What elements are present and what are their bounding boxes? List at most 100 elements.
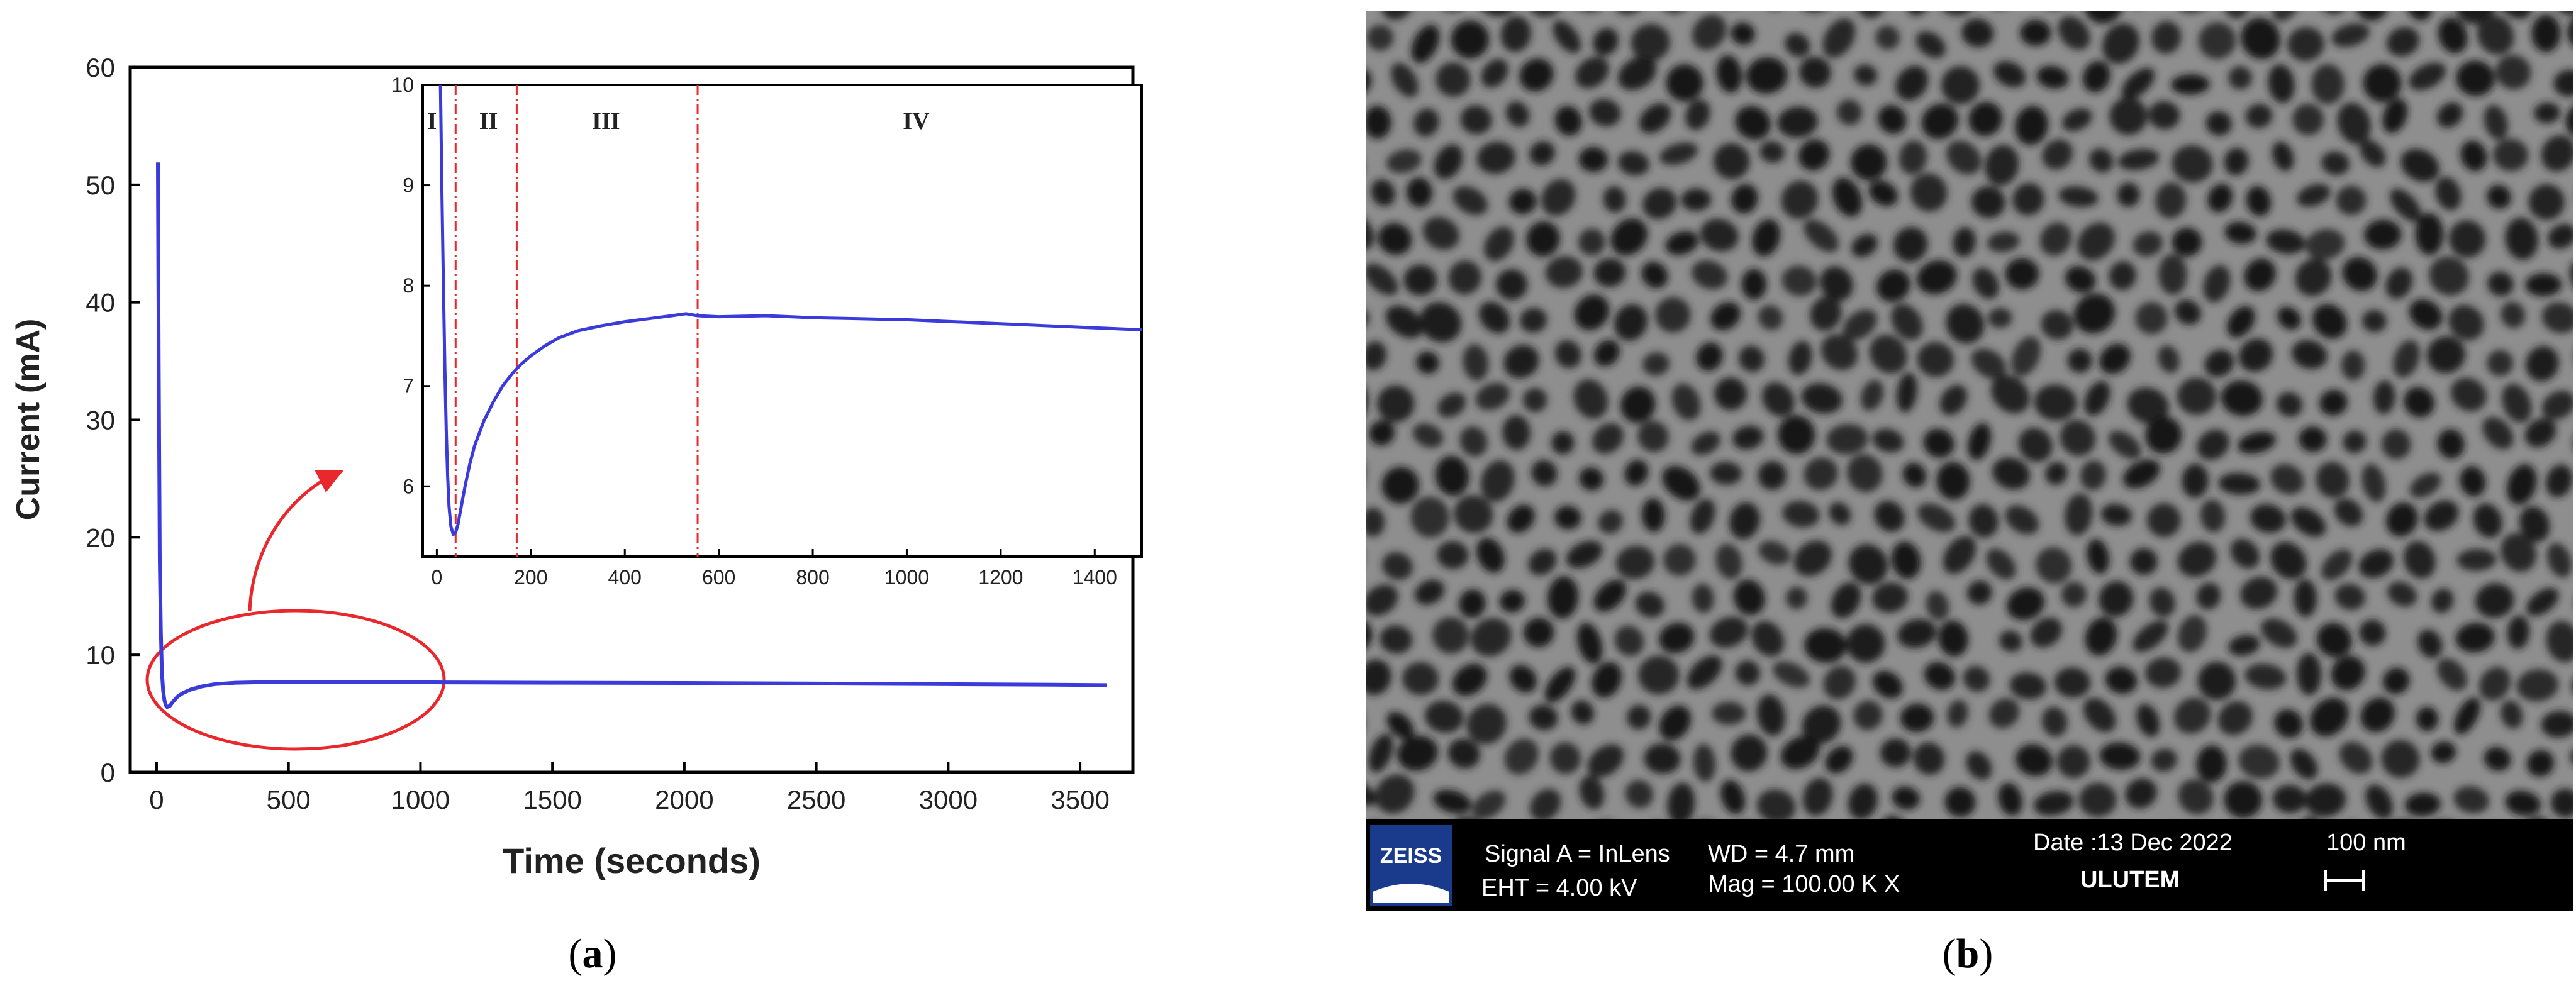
sem-pore (1785, 33, 1810, 57)
sem-pore (2519, 506, 2550, 542)
sem-pore (2118, 148, 2160, 170)
sem-signal: Signal A = InLens (1485, 841, 1670, 867)
sem-pore (2409, 472, 2441, 498)
sem-pore (2079, 782, 2117, 817)
sem-pore (2228, 66, 2252, 90)
sem-pore (2453, 786, 2490, 814)
sem-pore (2409, 299, 2443, 330)
sem-pore (2246, 186, 2272, 217)
sem-pore (2331, 655, 2365, 691)
x-tick-label: 3500 (1051, 785, 1109, 814)
sem-pore (1985, 145, 2019, 186)
sem-pore (1897, 619, 1937, 648)
sem-pore (2261, 618, 2297, 648)
sem-pore (1993, 61, 2026, 87)
sem-pore (2133, 231, 2163, 257)
sem-pore (1377, 385, 1415, 423)
sem-pore (1448, 260, 1481, 295)
sem-pore (1837, 99, 1862, 126)
sem-pore (1403, 264, 1437, 296)
sem-pore (1752, 219, 1781, 257)
region-label: I (428, 108, 437, 135)
sem-pore (2331, 23, 2370, 47)
sem-pore (2390, 188, 2421, 222)
sem-pore (1782, 501, 1820, 528)
sem-pore (1876, 269, 1910, 303)
sem-pore (1432, 617, 1469, 654)
panel-label-b: (b) (1943, 931, 1993, 977)
sem-pore (2355, 11, 2389, 21)
sem-pore (2065, 493, 2093, 536)
sem-pore (1820, 334, 1858, 370)
sem-pore (1406, 177, 1432, 208)
sem-pore (1575, 57, 1609, 89)
sem-pore (2197, 662, 2236, 701)
sem-pore (2127, 387, 2169, 424)
sem-pore (1639, 103, 1671, 133)
sem-pore (1758, 461, 1787, 490)
inset-x-tick-label: 1400 (1073, 566, 1117, 589)
sem-pore (2124, 0, 2152, 10)
sem-pore (1366, 659, 1391, 696)
sem-pore (1971, 186, 2005, 218)
sem-pore (1968, 101, 2003, 136)
sem-pore (2409, 62, 2446, 91)
sem-pore (1366, 508, 1385, 537)
sem-pore (1397, 735, 1438, 771)
sem-pore (1435, 455, 1469, 496)
sem-pore (1941, 66, 1980, 104)
y-axis: 0 10 20 30 40 50 60 (86, 53, 140, 787)
sem-pore (1573, 379, 1609, 419)
sem-pore (2033, 791, 2074, 816)
sem-pore (1593, 258, 1626, 287)
x-tick-label: 500 (267, 785, 311, 814)
sem-pore (1571, 700, 1594, 725)
sem-pore (2294, 579, 2317, 618)
sem-pore (1459, 589, 1486, 618)
sem-pore (2381, 429, 2411, 460)
sem-pore (1667, 782, 1695, 819)
inset-x-tick-label: 1000 (884, 566, 929, 589)
sem-pore (2272, 11, 2301, 21)
sem-pore (1804, 628, 1847, 663)
sem-pore (2505, 791, 2541, 816)
sem-pore (2065, 265, 2096, 293)
sem-pore (2155, 182, 2187, 219)
panel-label-a: (a) (569, 931, 617, 977)
sem-pore (2203, 265, 2231, 303)
sem-pore (2528, 184, 2565, 220)
sem-pore (1544, 667, 1576, 702)
y-tick-label: 40 (86, 288, 115, 318)
sem-pore (1522, 387, 1547, 413)
sem-pore (2460, 140, 2487, 172)
sem-pore (1687, 655, 1722, 690)
sem-pore (1788, 341, 1812, 375)
sem-pore (2007, 587, 2044, 621)
sem-pore (1413, 108, 1439, 137)
inset-x-tick-label: 600 (702, 566, 735, 589)
sem-pore (2297, 653, 2322, 696)
sem-pore (1696, 342, 1723, 371)
sem-pore (2482, 417, 2514, 450)
sem-pore (2060, 419, 2096, 457)
sem-pore (2182, 463, 2209, 498)
sem-pore (2148, 101, 2180, 130)
sem-pore (1692, 14, 1727, 50)
sem-pore (1598, 509, 1624, 534)
sem-pore (1938, 620, 1968, 657)
sem-pore (2373, 380, 2395, 414)
sem-pore (1923, 428, 1954, 458)
sem-pore (2456, 60, 2495, 97)
sem-pore (2387, 26, 2419, 57)
sem-pore (1671, 383, 1701, 421)
sem-pore (2505, 218, 2538, 260)
sem-pore (1380, 625, 1413, 654)
sem-pore (2145, 657, 2182, 688)
sem-pore (2088, 148, 2114, 173)
sem-pore (1936, 462, 1970, 500)
sem-pore (1773, 661, 1810, 688)
sem-pore (2487, 184, 2511, 209)
sem-pore (2551, 788, 2573, 818)
sem-pore (2147, 503, 2181, 538)
